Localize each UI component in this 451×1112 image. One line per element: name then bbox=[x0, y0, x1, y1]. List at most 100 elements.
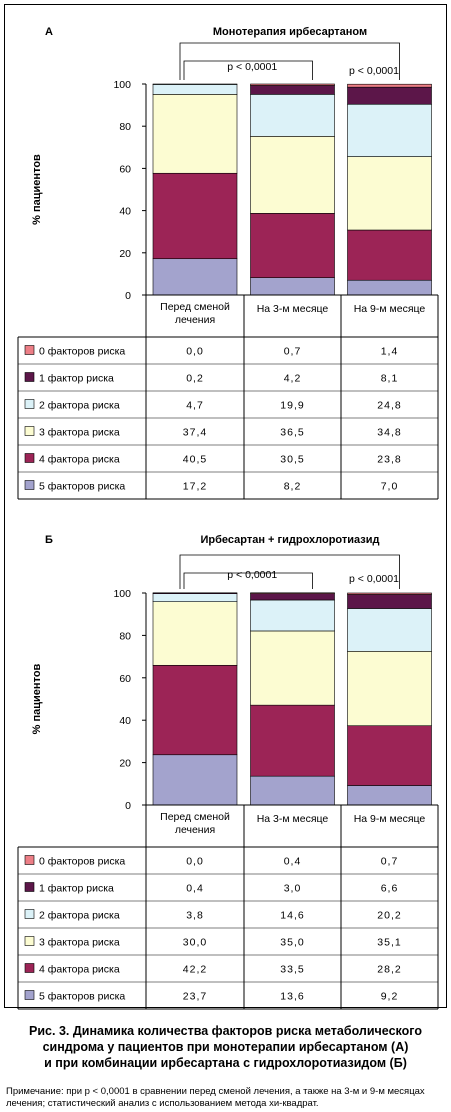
y-axis-label: % пациентов bbox=[31, 663, 43, 734]
bar-segment bbox=[250, 775, 335, 806]
figure-svg: А Монотерапия ирбесартаном % пациентов 0 20 4… bbox=[17, 26, 439, 1010]
legend-swatch bbox=[24, 345, 35, 355]
bar-segment bbox=[347, 229, 432, 281]
data-value-label: 40,5 bbox=[183, 454, 207, 466]
y-tick-label: 0 bbox=[125, 800, 131, 812]
data-value-label: 14,6 bbox=[280, 910, 304, 922]
y-tick-label: 40 bbox=[119, 715, 131, 727]
bar-segment bbox=[250, 593, 335, 601]
data-value-label: 0,4 bbox=[284, 856, 302, 868]
x-category-label: На 3-м месяце bbox=[257, 303, 329, 315]
data-value-label: 4,2 bbox=[284, 373, 302, 385]
data-value-label: 4,7 bbox=[186, 400, 204, 412]
chart-title: Ирбесартан + гидрохлоротиазид bbox=[201, 534, 380, 546]
bar-segment bbox=[250, 599, 335, 632]
caption-line-2: синдрома у пациентов при монотерапии ирб… bbox=[42, 1040, 409, 1054]
bar-segment bbox=[347, 83, 432, 88]
p-value-annotation: p < 0,0001 bbox=[349, 573, 399, 585]
x-category-label: Перед сменой лечения bbox=[160, 811, 230, 836]
y-tick-label: 80 bbox=[119, 630, 131, 642]
panel-label: А bbox=[45, 26, 53, 38]
data-value-label: 23,8 bbox=[377, 454, 401, 466]
y-tick-label: 60 bbox=[119, 673, 131, 685]
legend-label: 2 фактора риска bbox=[39, 910, 120, 922]
bar-segment bbox=[250, 136, 335, 214]
p-value-annotation: p < 0,0001 bbox=[227, 61, 277, 73]
bar-segment bbox=[347, 592, 432, 595]
bar-segment bbox=[152, 664, 238, 756]
legend-swatch bbox=[24, 909, 35, 919]
caption-line-1: Рис. 3. Динамика количества факторов рис… bbox=[29, 1024, 422, 1038]
data-value-label: 13,6 bbox=[280, 991, 304, 1003]
significance-bracket-inner bbox=[183, 572, 313, 589]
data-value-label: 7,0 bbox=[381, 481, 399, 493]
bar-segment bbox=[250, 85, 335, 95]
bar-segment bbox=[250, 94, 335, 137]
y-tick-label: 80 bbox=[119, 121, 131, 133]
legend-label: 0 факторов риска bbox=[39, 856, 125, 868]
data-value-label: 28,2 bbox=[377, 964, 401, 976]
data-value-label: 8,2 bbox=[284, 481, 302, 493]
bar-segment bbox=[347, 594, 432, 609]
bar-segment bbox=[152, 754, 238, 806]
data-value-label: 35,0 bbox=[280, 937, 304, 949]
legend-label: 1 фактор риска bbox=[39, 883, 114, 895]
bar-segment bbox=[152, 84, 238, 95]
y-tick-label: 100 bbox=[113, 79, 131, 91]
data-value-label: 33,5 bbox=[280, 964, 304, 976]
legend-label: 3 фактора риска bbox=[39, 427, 120, 439]
legend-swatch bbox=[24, 963, 35, 973]
data-value-label: 3,8 bbox=[186, 910, 204, 922]
legend-label: 2 фактора риска bbox=[39, 400, 120, 412]
bar-segment bbox=[347, 725, 432, 786]
bar-segment bbox=[250, 83, 335, 86]
legend-swatch bbox=[24, 936, 35, 946]
bar-segment bbox=[347, 279, 432, 296]
bar-segment bbox=[347, 785, 432, 806]
x-category-label: На 3-м месяце bbox=[257, 813, 329, 825]
legend-swatch bbox=[24, 990, 35, 1000]
legend-label: 5 факторов риска bbox=[39, 481, 125, 493]
bar-segment bbox=[152, 601, 238, 666]
p-value-annotation: p < 0,0001 bbox=[227, 569, 277, 581]
caption-line-3: и при комбинации ирбесартана с гидрохлор… bbox=[44, 1056, 407, 1070]
legend-label: 5 факторов риска bbox=[39, 991, 125, 1003]
bar-segment bbox=[347, 103, 432, 157]
data-value-label: 0,4 bbox=[186, 883, 204, 895]
y-tick-label: 60 bbox=[119, 163, 131, 175]
chart-panel-1: А Монотерапия ирбесартаном % пациентов 0 20 4… bbox=[17, 26, 439, 500]
legend-swatch bbox=[24, 480, 35, 490]
panel-label: Б bbox=[45, 534, 53, 546]
data-value-label: 37,4 bbox=[183, 427, 207, 439]
legend-swatch bbox=[24, 855, 35, 865]
bar-segment bbox=[347, 86, 432, 105]
data-value-label: 24,8 bbox=[377, 400, 401, 412]
significance-bracket-outer bbox=[179, 554, 400, 589]
bar-segment bbox=[250, 630, 335, 706]
legend-swatch bbox=[24, 426, 35, 436]
data-value-label: 1,4 bbox=[381, 346, 399, 358]
legend-swatch bbox=[24, 399, 35, 409]
bar-segment bbox=[347, 650, 432, 727]
data-value-label: 42,2 bbox=[183, 964, 207, 976]
legend-label: 1 фактор риска bbox=[39, 373, 114, 385]
x-category-label: На 9-м месяце bbox=[354, 303, 426, 315]
legend-swatch bbox=[24, 453, 35, 463]
significance-bracket-outer bbox=[179, 42, 400, 80]
legend-label: 0 факторов риска bbox=[39, 346, 125, 358]
data-value-label: 0,0 bbox=[186, 856, 204, 868]
legend-label: 4 фактора риска bbox=[39, 454, 120, 466]
y-tick-label: 0 bbox=[125, 290, 131, 302]
data-value-label: 3,0 bbox=[284, 883, 302, 895]
data-value-label: 9,2 bbox=[381, 991, 399, 1003]
figure-frame bbox=[4, 4, 447, 1008]
bar-segment bbox=[152, 172, 238, 260]
bar-segment bbox=[152, 94, 238, 174]
data-value-label: 0,7 bbox=[284, 346, 302, 358]
figure-note: Примечание: при p < 0,0001 в сравнении п… bbox=[6, 1086, 425, 1109]
y-tick-label: 20 bbox=[119, 248, 131, 260]
data-value-label: 35,1 bbox=[377, 937, 401, 949]
data-value-label: 6,6 bbox=[381, 883, 399, 895]
bar-segment bbox=[250, 213, 335, 278]
p-value-annotation: p < 0,0001 bbox=[349, 65, 399, 77]
